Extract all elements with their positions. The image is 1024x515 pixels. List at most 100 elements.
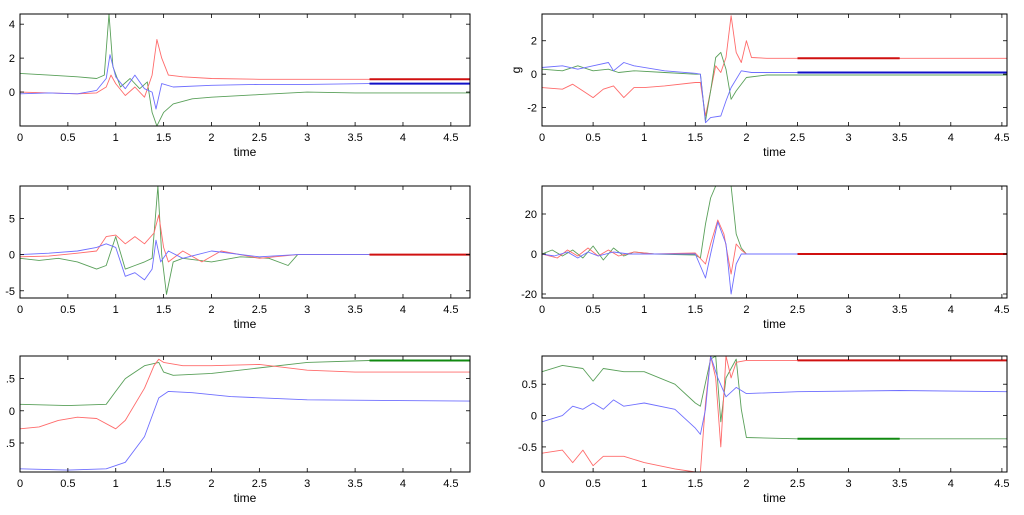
x-tick-label: 0.5 — [585, 132, 600, 144]
x-tick-label: 0.5 — [60, 132, 75, 144]
x-tick-label: 1.5 — [688, 304, 703, 316]
x-tick-label: 0 — [539, 304, 545, 316]
subplot-p2: 0 0.5 1 1.5 2 2.5 3 3.5 4 4.5 -2 0 2 time g — [509, 13, 1010, 159]
x-tick-label: 2.5 — [252, 304, 267, 316]
x-tick-label: 3 — [846, 478, 852, 490]
x-tick-label: 4 — [400, 304, 406, 316]
axes-frame — [541, 355, 1008, 473]
x-tick-label: 3.5 — [347, 304, 362, 316]
x-tick-label: 1 — [113, 132, 119, 144]
x-tick-label: 0 — [539, 478, 545, 490]
series-line-blue-2 — [542, 62, 1007, 124]
series-line-blue-2 — [542, 356, 1007, 435]
x-tick-label: 2 — [743, 132, 749, 144]
x-tick-label: 4 — [948, 304, 954, 316]
axes-frame — [19, 185, 471, 299]
y-tick-label: 0 — [9, 250, 15, 262]
x-axis-label: time — [763, 317, 786, 331]
y-tick-label: 4 — [9, 19, 15, 31]
x-tick-label: 4.5 — [994, 304, 1009, 316]
series-line-red-1 — [542, 356, 1007, 472]
x-tick-label: 0 — [17, 132, 23, 144]
x-tick-label: 2.5 — [252, 132, 267, 144]
x-tick-label: 4.5 — [443, 132, 458, 144]
x-tick-label: 2 — [743, 478, 749, 490]
x-tick-label: 4 — [400, 478, 406, 490]
y-tick-label: .5 — [6, 374, 15, 386]
y-tick-label: 0 — [531, 249, 537, 261]
y-tick-label: 0 — [531, 69, 537, 81]
axes-frame — [19, 355, 471, 473]
series-line-green-0 — [20, 14, 470, 126]
series-line-green-0 — [20, 360, 470, 407]
x-tick-label: 3.5 — [347, 132, 362, 144]
y-tick-label: -20 — [521, 289, 537, 301]
x-tick-label: 0.5 — [60, 304, 75, 316]
x-tick-label: 2.5 — [790, 304, 805, 316]
series-line-green-1 — [542, 51, 1007, 122]
series-line-green-0 — [542, 356, 1007, 440]
y-tick-label: 0 — [9, 406, 15, 418]
series-line-red-1 — [542, 219, 1007, 275]
series-group — [542, 356, 1007, 472]
x-axis-label: time — [763, 491, 786, 505]
x-tick-label: 0 — [539, 132, 545, 144]
y-tick-label: 5 — [9, 214, 15, 226]
axes-frame — [19, 13, 471, 127]
series-line-red-0 — [542, 15, 1007, 117]
x-tick-label: 1.5 — [156, 304, 171, 316]
x-tick-label: 1 — [113, 478, 119, 490]
y-tick-label: 2 — [531, 36, 537, 48]
x-axis-label: time — [234, 145, 257, 159]
series-line-red-1 — [20, 39, 470, 98]
x-tick-label: 4.5 — [443, 478, 458, 490]
series-group — [20, 186, 470, 295]
x-tick-label: 1.5 — [156, 132, 171, 144]
x-tick-label: 4.5 — [994, 132, 1009, 144]
x-tick-label: 4 — [948, 478, 954, 490]
x-tick-label: 1.5 — [156, 478, 171, 490]
x-tick-label: 0 — [17, 304, 23, 316]
x-tick-label: 1 — [641, 304, 647, 316]
y-tick-label: 0 — [9, 87, 15, 99]
series-group — [20, 14, 470, 126]
x-tick-label: 4.5 — [443, 304, 458, 316]
subplot-p6: 0 0.5 1 1.5 2 2.5 3 3.5 4 4.5 -0.5 0 0.5 time — [518, 355, 1010, 505]
x-tick-label: 1 — [113, 304, 119, 316]
series-line-red-1 — [20, 358, 470, 430]
y-tick-label: .5 — [6, 438, 15, 450]
axes-frame — [541, 13, 1008, 127]
x-tick-label: 2.5 — [790, 478, 805, 490]
x-axis-label: time — [234, 491, 257, 505]
y-tick-label: -2 — [527, 103, 537, 115]
series-group — [542, 15, 1007, 124]
x-tick-label: 2 — [208, 478, 214, 490]
subplot-p1: 0 0.5 1 1.5 2 2.5 3 3.5 4 4.5 0 2 4 time — [9, 13, 471, 159]
x-tick-label: 1.5 — [688, 132, 703, 144]
x-tick-label: 0.5 — [585, 478, 600, 490]
x-tick-label: 3 — [846, 304, 852, 316]
x-tick-label: 0.5 — [585, 304, 600, 316]
x-tick-label: 3.5 — [347, 478, 362, 490]
x-tick-label: 2 — [743, 304, 749, 316]
x-tick-label: 0 — [17, 478, 23, 490]
x-tick-label: 2 — [208, 132, 214, 144]
x-tick-label: 4 — [400, 132, 406, 144]
x-tick-label: 3 — [304, 304, 310, 316]
series-group — [542, 186, 1007, 295]
x-tick-label: 2.5 — [252, 478, 267, 490]
x-axis-label: time — [763, 145, 786, 159]
x-tick-label: 1 — [641, 132, 647, 144]
series-line-red-1 — [20, 214, 470, 263]
y-tick-label: -0.5 — [518, 442, 537, 454]
series-group — [20, 358, 470, 471]
x-tick-label: 4 — [948, 132, 954, 144]
x-tick-label: 2.5 — [790, 132, 805, 144]
x-tick-label: 3.5 — [892, 478, 907, 490]
x-tick-label: 0.5 — [60, 478, 75, 490]
x-tick-label: 2 — [208, 304, 214, 316]
x-tick-label: 3 — [846, 132, 852, 144]
